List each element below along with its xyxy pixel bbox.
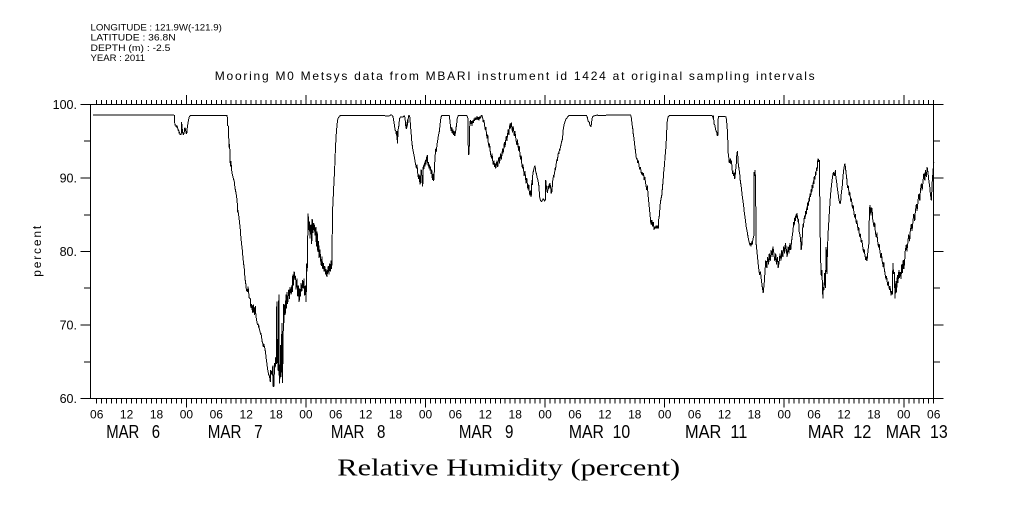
svg-text:18: 18 <box>628 408 642 422</box>
svg-text:00: 00 <box>658 408 672 422</box>
svg-text:LONGITUDE : 121.9W(-121.9): LONGITUDE : 121.9W(-121.9) <box>91 22 222 33</box>
svg-text:percent: percent <box>30 225 44 277</box>
svg-text:18: 18 <box>269 408 283 422</box>
svg-text:18: 18 <box>389 408 403 422</box>
svg-text:80.: 80. <box>60 245 77 259</box>
svg-text:00: 00 <box>538 408 552 422</box>
svg-text:12: 12 <box>718 408 732 422</box>
svg-text:06: 06 <box>807 408 821 422</box>
svg-text:YEAR : 2011: YEAR : 2011 <box>91 53 146 64</box>
svg-text:18: 18 <box>748 408 762 422</box>
svg-text:Mooring M0 Metsys data from MB: Mooring M0 Metsys data from MBARI instru… <box>215 69 815 83</box>
svg-text:12: 12 <box>598 408 612 422</box>
svg-text:70.: 70. <box>60 319 77 333</box>
svg-text:06: 06 <box>688 408 702 422</box>
svg-text:18: 18 <box>509 408 523 422</box>
svg-text:100.: 100. <box>53 98 77 112</box>
svg-text:MAR 13: MAR 13 <box>886 422 948 442</box>
svg-text:MAR 11: MAR 11 <box>685 422 747 442</box>
svg-text:12: 12 <box>479 408 493 422</box>
svg-text:18: 18 <box>867 408 881 422</box>
svg-text:MAR 7: MAR 7 <box>208 422 263 442</box>
svg-text:00: 00 <box>299 408 313 422</box>
svg-text:MAR 6: MAR 6 <box>106 422 160 442</box>
svg-text:12: 12 <box>120 408 134 422</box>
svg-text:00: 00 <box>778 408 792 422</box>
svg-text:MAR 10: MAR 10 <box>569 422 630 442</box>
svg-text:60.: 60. <box>60 392 77 406</box>
svg-text:00: 00 <box>180 408 194 422</box>
svg-text:00: 00 <box>897 408 911 422</box>
svg-text:MAR 9: MAR 9 <box>459 422 514 442</box>
svg-text:LATITUDE : 36.8N: LATITUDE : 36.8N <box>91 33 176 44</box>
svg-text:06: 06 <box>90 408 104 422</box>
svg-text:12: 12 <box>359 408 373 422</box>
svg-text:90.: 90. <box>60 172 77 186</box>
svg-text:MAR 12: MAR 12 <box>808 422 872 442</box>
svg-text:06: 06 <box>449 408 463 422</box>
svg-text:12: 12 <box>837 408 851 422</box>
svg-text:00: 00 <box>419 408 433 422</box>
svg-text:06: 06 <box>927 408 941 422</box>
svg-text:06: 06 <box>210 408 224 422</box>
svg-text:MAR 8: MAR 8 <box>331 422 386 442</box>
svg-text:18: 18 <box>150 408 164 422</box>
svg-text:06: 06 <box>329 408 343 422</box>
svg-text:Relative Humidity (percent): Relative Humidity (percent) <box>337 455 680 482</box>
svg-text:12: 12 <box>240 408 254 422</box>
svg-text:DEPTH (m) : -2.5: DEPTH (m) : -2.5 <box>91 43 171 54</box>
svg-text:06: 06 <box>568 408 582 422</box>
